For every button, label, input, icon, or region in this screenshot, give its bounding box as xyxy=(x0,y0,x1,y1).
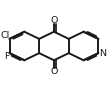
Text: F: F xyxy=(4,52,10,61)
Text: Cl: Cl xyxy=(1,31,10,40)
Text: O: O xyxy=(50,16,58,25)
Text: N: N xyxy=(99,49,106,58)
Text: O: O xyxy=(50,67,58,76)
